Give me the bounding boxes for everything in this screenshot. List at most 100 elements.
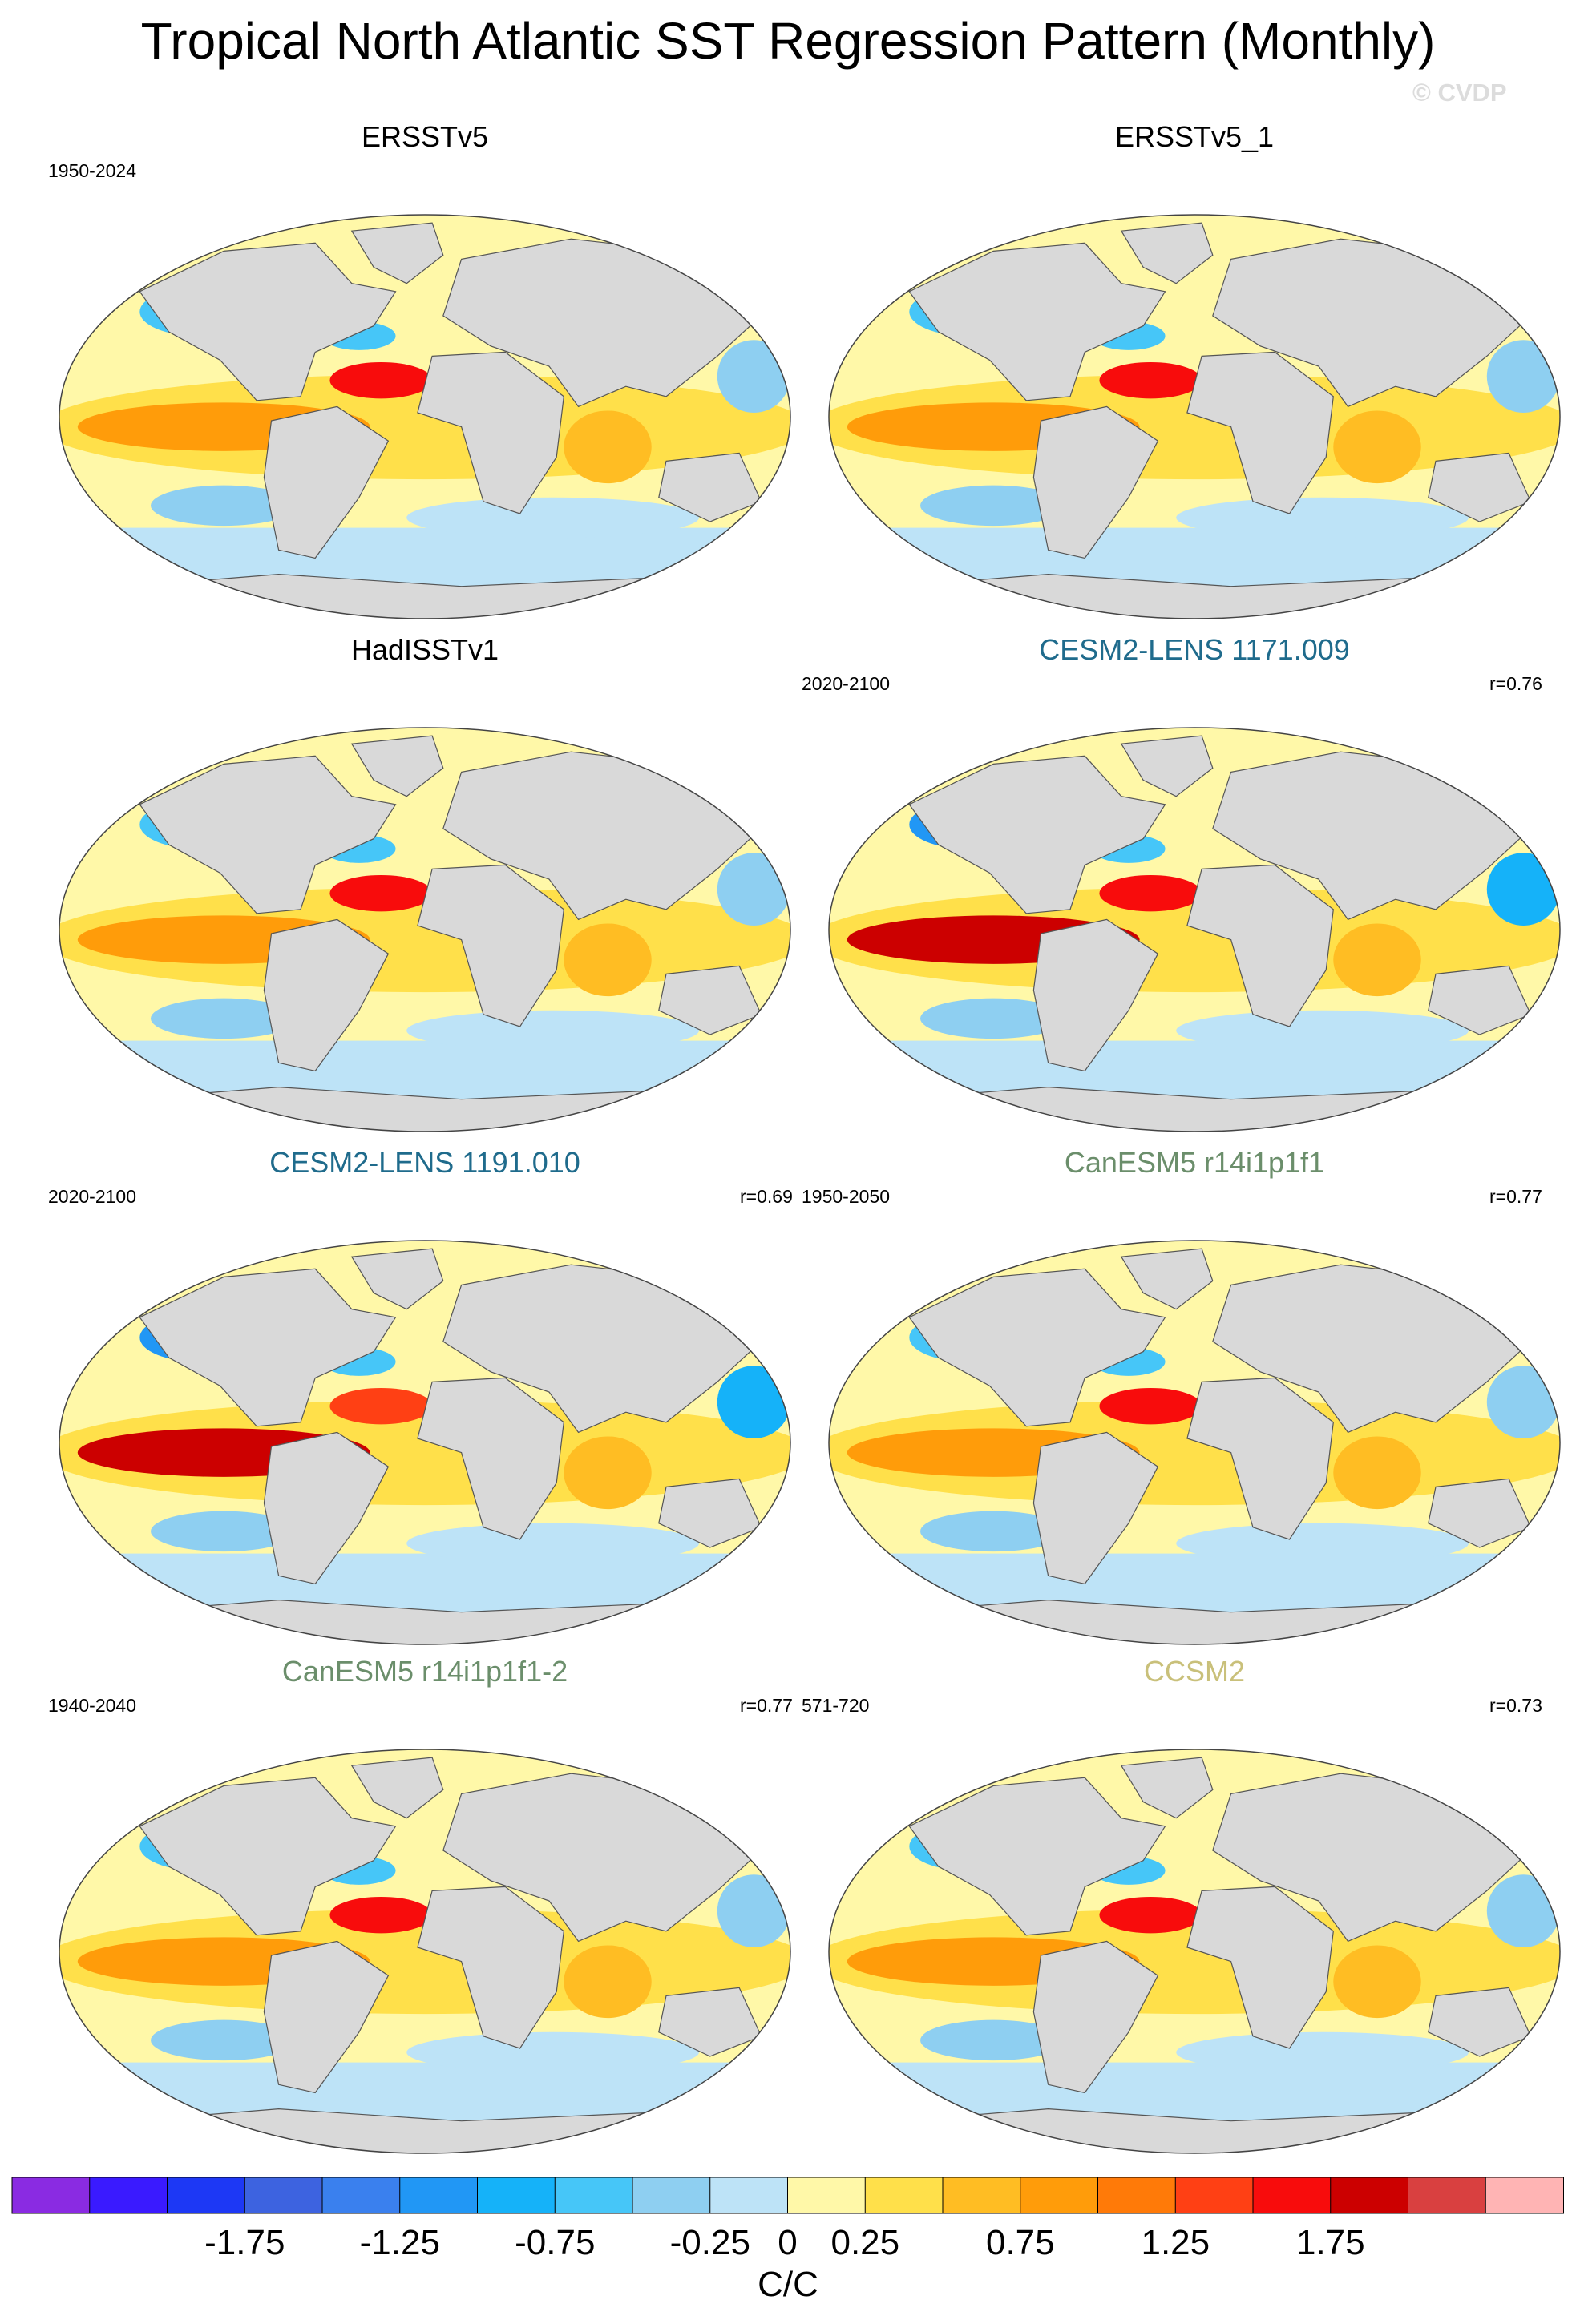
panel-title: ERSSTv5_1 — [1114, 120, 1275, 153]
land-mask — [139, 242, 397, 401]
sst-anomaly-region — [920, 2019, 1067, 2061]
land-mask — [263, 1940, 390, 2094]
watermark: © CVDP — [1412, 79, 1507, 107]
sst-anomaly-region — [1333, 923, 1421, 997]
land-mask — [1120, 1248, 1214, 1310]
land-mask — [908, 1268, 1166, 1427]
map-border — [59, 1240, 791, 1645]
colorbar-label: C/C — [758, 2265, 818, 2304]
sst-anomaly-region — [1176, 1010, 1469, 1051]
sst-anomaly-region — [1176, 1523, 1469, 1564]
map-border — [828, 214, 1561, 619]
sst-anomaly-region — [406, 2031, 699, 2073]
map-panel: CESM2-LENS 1171.009 2020-2100 r=0.76 — [802, 633, 1576, 1162]
sst-anomaly-region — [329, 1896, 433, 1934]
sst-anomaly-region — [1176, 2031, 1469, 2073]
colorbar-tick-label: -1.25 — [360, 2223, 440, 2262]
land-mask — [139, 1268, 397, 1427]
sst-anomaly-region — [1099, 874, 1202, 912]
sst-anomaly-region — [151, 998, 297, 1039]
map-border — [828, 1240, 1561, 1645]
map-panel: HadISSTv1 — [32, 633, 818, 1162]
land-mask — [658, 1478, 762, 1548]
land-mask — [908, 242, 1166, 401]
page-title: Tropical North Atlantic SST Regression P… — [140, 12, 1436, 70]
land-mask — [1120, 222, 1214, 284]
panel-title: ERSSTv5 — [361, 120, 489, 153]
map-plot — [59, 727, 791, 1132]
land-mask — [1032, 1431, 1159, 1585]
sst-anomaly-region — [717, 1874, 790, 1947]
colorbar-tick-label: -0.25 — [670, 2223, 750, 2262]
sst-anomaly-region — [920, 998, 1067, 1039]
land-mask — [1428, 1987, 1532, 2057]
panel-title: CanESM5 r14i1p1f1 — [1064, 1146, 1325, 1179]
panel-period: 2020-2100 — [802, 673, 890, 694]
land-mask — [1032, 918, 1159, 1072]
land-mask — [417, 864, 564, 1027]
map-plot — [59, 214, 791, 619]
panel-pattern-correlation: r=0.69 — [740, 1186, 793, 1207]
land-mask — [1212, 1773, 1532, 1943]
map-plot — [828, 1749, 1561, 2154]
land-mask — [442, 1264, 762, 1434]
land-mask — [1428, 965, 1532, 1035]
colorbar-tick-label: 1.25 — [1141, 2223, 1210, 2262]
colorbar-tick-label: 0 — [778, 2223, 797, 2262]
land-mask — [442, 1773, 762, 1943]
sst-anomaly-region — [717, 340, 790, 413]
land-mask — [1032, 1940, 1159, 2094]
map-border — [59, 214, 791, 619]
sst-anomaly-region — [1099, 1896, 1202, 1934]
panel-pattern-correlation: r=0.73 — [1489, 1695, 1542, 1716]
sst-anomaly-region — [1176, 497, 1469, 539]
map-panel: CanESM5 r14i1p1f1 1950-2050 r=0.77 — [802, 1146, 1576, 1675]
land-mask — [417, 1886, 564, 2049]
panel-pattern-correlation: r=0.77 — [1489, 1186, 1542, 1207]
land-mask — [658, 965, 762, 1035]
panel-period: 1950-2050 — [802, 1186, 890, 1207]
land-mask — [417, 351, 564, 514]
map-plot — [59, 1749, 791, 2154]
map-plot — [828, 727, 1561, 1132]
map-border — [59, 1749, 791, 2154]
panel-title: CESM2-LENS 1171.009 — [1039, 633, 1350, 666]
sst-anomaly-region — [564, 1945, 652, 2019]
land-mask — [139, 1777, 397, 1936]
land-mask — [1428, 452, 1532, 522]
land-mask — [658, 452, 762, 522]
land-mask — [1212, 751, 1532, 921]
map-panel: ERSSTv5 1950-2024 — [32, 120, 818, 649]
sst-anomaly-region — [1486, 340, 1560, 413]
sst-anomaly-region — [564, 1436, 652, 1510]
land-mask — [139, 755, 397, 914]
panel-period: 1940-2040 — [48, 1695, 136, 1716]
land-mask — [1032, 405, 1159, 559]
panel-title: CanESM5 r14i1p1f1-2 — [281, 1655, 568, 1688]
land-mask — [263, 1431, 390, 1585]
panel-pattern-correlation: r=0.77 — [740, 1695, 793, 1716]
panel-title: CESM2-LENS 1191.010 — [269, 1146, 580, 1179]
sst-anomaly-region — [1333, 410, 1421, 484]
map-plot — [59, 1240, 791, 1645]
panel-period: 2020-2100 — [48, 1186, 136, 1207]
land-mask — [908, 1777, 1166, 1936]
land-mask — [350, 735, 444, 797]
panel-pattern-correlation: r=0.76 — [1489, 673, 1542, 694]
map-border — [59, 727, 791, 1132]
land-mask — [1120, 1757, 1214, 1819]
sst-anomaly-region — [920, 485, 1067, 527]
map-plot — [828, 214, 1561, 619]
map-plot — [828, 1240, 1561, 1645]
land-mask — [1186, 864, 1334, 1027]
sst-anomaly-region — [329, 1387, 433, 1425]
sst-anomaly-region — [329, 874, 433, 912]
sst-anomaly-region — [564, 410, 652, 484]
map-border — [828, 1749, 1561, 2154]
panel-title: CCSM2 — [1143, 1655, 1246, 1688]
sst-anomaly-region — [1486, 1366, 1560, 1438]
colorbar-tick-label: -0.75 — [515, 2223, 595, 2262]
sst-anomaly-region — [1486, 1874, 1560, 1947]
sst-anomaly-region — [564, 923, 652, 997]
sst-anomaly-region — [717, 1366, 790, 1438]
